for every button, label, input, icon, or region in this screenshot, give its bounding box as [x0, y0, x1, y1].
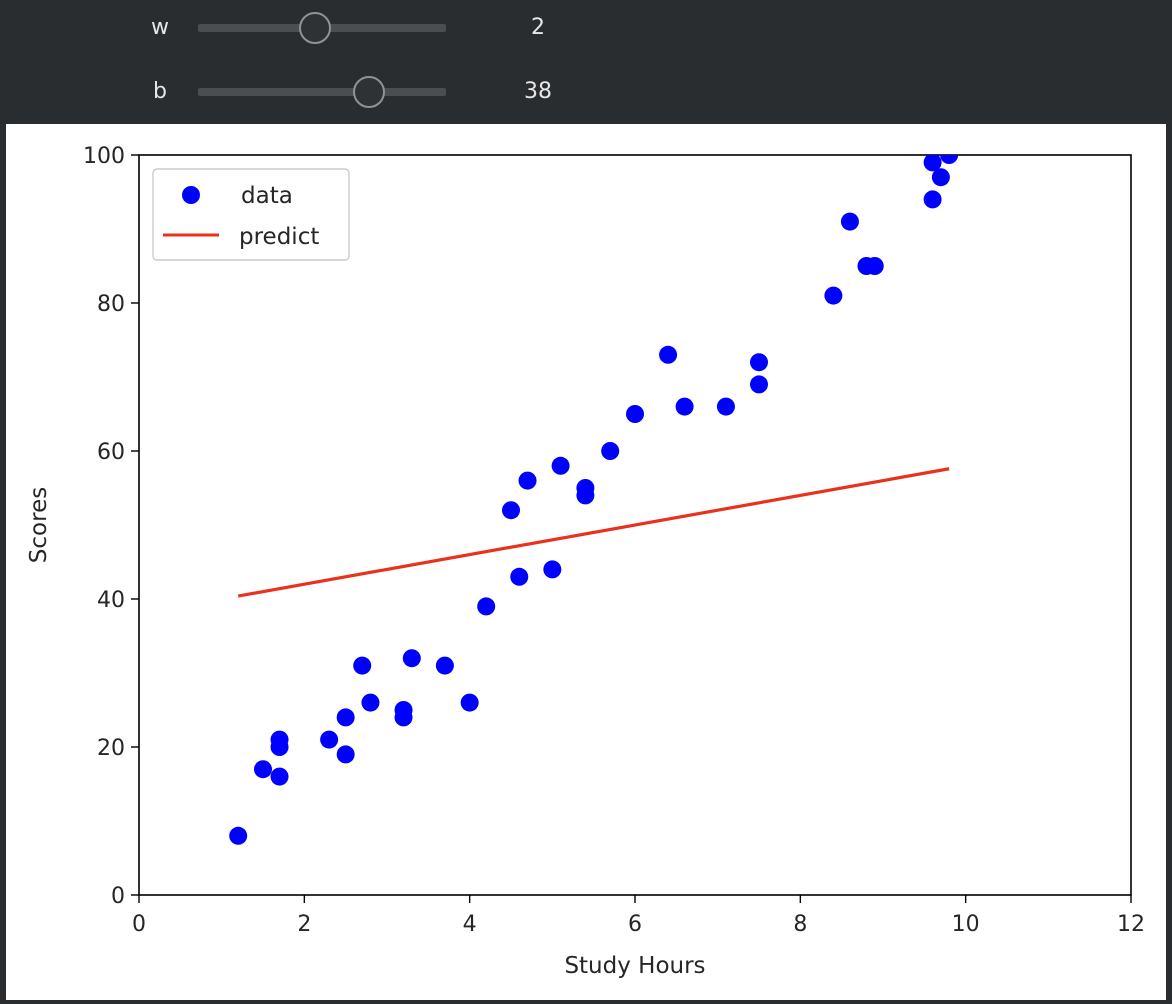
x-tick-label: 2 [297, 912, 311, 937]
data-point [601, 442, 620, 460]
data-point [716, 397, 735, 416]
data-point [254, 760, 272, 779]
data-point [518, 471, 537, 490]
legend: data predict [152, 168, 350, 261]
legend-data-marker [182, 186, 200, 204]
w-slider-label: w [151, 15, 169, 40]
data-point [824, 286, 843, 305]
data-point [320, 730, 339, 749]
scatter-chart: 0 2 4 6 8 10 12 0 20 40 60 80 100 Study Hours Scores d… [26, 144, 1145, 979]
data-point [270, 730, 289, 749]
x-tick-label: 12 [1117, 912, 1145, 937]
data-point [336, 745, 355, 764]
b-slider-row: b 38 [0, 72, 1172, 112]
data-point [750, 375, 768, 394]
data-point [923, 190, 942, 209]
plot-area: 0 2 4 6 8 10 12 0 20 40 60 80 100 Study Hours Scores d… [6, 124, 1166, 1000]
b-slider-value: 38 [524, 79, 552, 104]
data-point [460, 693, 479, 712]
data-point [270, 767, 289, 786]
data-point [543, 560, 562, 579]
y-axis-label: Scores [26, 487, 52, 563]
b-slider[interactable] [198, 76, 446, 108]
x-tick-label: 4 [463, 912, 477, 937]
x-tick-label: 0 [132, 912, 146, 937]
b-slider-label: b [153, 79, 167, 104]
data-point [750, 353, 768, 372]
predict-line [237, 467, 950, 598]
data-point [229, 826, 248, 845]
b-slider-handle[interactable] [353, 76, 386, 108]
data-point [576, 486, 595, 505]
data-point [931, 168, 950, 187]
legend-predict-label: predict [239, 224, 319, 250]
data-point [402, 649, 421, 668]
y-tick-label: 80 [97, 292, 125, 317]
widget-controls: w 2 b 38 [0, 0, 1172, 124]
x-tick-label: 10 [952, 912, 980, 937]
y-tick-label: 100 [83, 144, 125, 169]
chart-marks [229, 155, 959, 845]
data-point [336, 708, 355, 727]
w-slider-value: 2 [531, 15, 545, 40]
data-point [840, 212, 859, 231]
y-tick-label: 60 [97, 440, 125, 465]
data-point [626, 405, 644, 423]
x-tick-label: 8 [793, 912, 807, 937]
data-point [940, 155, 959, 164]
x-axis-label: Study Hours [564, 953, 705, 979]
data-point [477, 597, 496, 616]
data-point [865, 257, 884, 275]
axes: 0 2 4 6 8 10 12 0 20 40 60 80 100 Study Hours Scores [26, 144, 1145, 979]
data-point [353, 656, 372, 675]
legend-data-label: data [241, 183, 293, 209]
w-slider-handle[interactable] [298, 12, 331, 44]
y-tick-label: 0 [111, 884, 125, 909]
data-point [510, 567, 529, 586]
w-slider[interactable] [198, 12, 446, 44]
legend-box [152, 168, 350, 261]
x-tick-label: 6 [628, 912, 642, 937]
data-point [923, 155, 942, 172]
data-point [502, 501, 520, 520]
data-point [659, 345, 678, 364]
data-point [435, 656, 454, 675]
y-tick-label: 40 [97, 588, 125, 613]
data-point [394, 708, 413, 727]
data-point [675, 397, 694, 416]
y-tick-label: 20 [97, 736, 125, 761]
data-point [551, 456, 570, 475]
w-slider-row: w 2 [0, 8, 1172, 48]
data-point [361, 693, 380, 712]
